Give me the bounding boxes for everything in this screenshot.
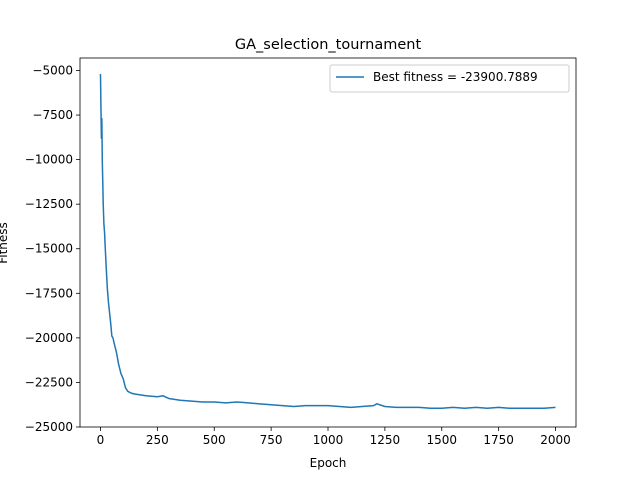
x-axis-label: Epoch [310,456,347,470]
y-tick-label: −10000 [25,153,73,167]
x-tick-label: 1000 [313,433,344,447]
y-axis: −5000 −7500 −10000 −12500 −15000 −17500 −20000… [25,63,80,434]
x-tick-label: 1500 [426,433,457,447]
y-tick-label: −20000 [25,331,73,345]
x-tick-label: 750 [260,433,283,447]
y-tick-label: −25000 [25,420,73,434]
y-tick-label: −12500 [25,197,73,211]
chart-title: GA_selection_tournament [235,37,422,53]
legend: Best fitness = -23900.7889 [329,64,570,93]
y-axis-label: Fitness [0,222,10,264]
y-tick-label: −17500 [25,286,73,300]
x-tick-label: 1250 [370,433,401,447]
x-tick-label: 0 [97,433,105,447]
y-tick-label: −7500 [32,108,73,122]
y-tick-label: −15000 [25,242,73,256]
series-layer [99,74,556,410]
y-tick-label: −22500 [25,375,73,389]
legend-label-best-fitness: Best fitness = -23900.7889 [373,70,538,84]
x-tick-label: 250 [146,433,169,447]
x-tick-label: 2000 [540,433,571,447]
x-axis: 0 250 500 750 1000 1250 1500 1750 2000 [97,427,571,447]
series-line-best-fitness [99,74,556,410]
x-tick-label: 1750 [483,433,514,447]
legend-box [329,64,570,93]
y-tick-label: −5000 [32,63,73,77]
x-tick-label: 500 [203,433,226,447]
